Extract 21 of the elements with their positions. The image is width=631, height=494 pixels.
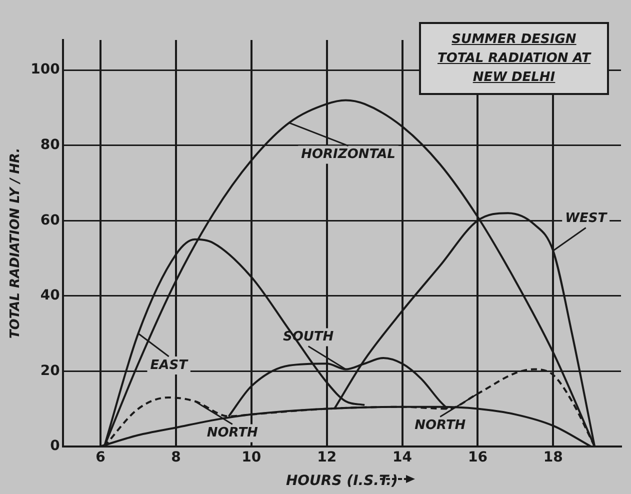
x-tick-label: 12 xyxy=(317,449,337,466)
x-tick-label: 6 xyxy=(96,449,106,466)
annotation: NORTH xyxy=(414,418,466,434)
x-tick-label: 8 xyxy=(171,449,181,466)
y-tick-label: 100 xyxy=(30,62,60,78)
x-tick-label: 14 xyxy=(392,449,412,466)
x-tick-label: 16 xyxy=(468,449,488,466)
y-tick-label: 60 xyxy=(40,212,60,228)
annotation: NORTH xyxy=(206,426,258,441)
y-tick-label: 0 xyxy=(50,438,60,454)
y-tick-label: 40 xyxy=(40,288,60,304)
annotation: HORIZONTAL xyxy=(301,147,396,162)
text: SUMMER DESIGN TOTAL RADIATION AT NEW DELHI xyxy=(419,22,609,95)
y-axis-title: TOTAL RADIATION LY / HR. xyxy=(8,148,24,339)
x-tick-label: 10 xyxy=(242,449,262,466)
y-tick-label: 80 xyxy=(40,137,60,154)
annotation: WEST xyxy=(565,211,608,226)
y-tick-label: 20 xyxy=(40,362,60,379)
annotation: EAST xyxy=(150,358,189,373)
x-axis-title: HOURS (I.S.T.) xyxy=(286,473,398,490)
x-tick-label: 18 xyxy=(543,449,563,466)
